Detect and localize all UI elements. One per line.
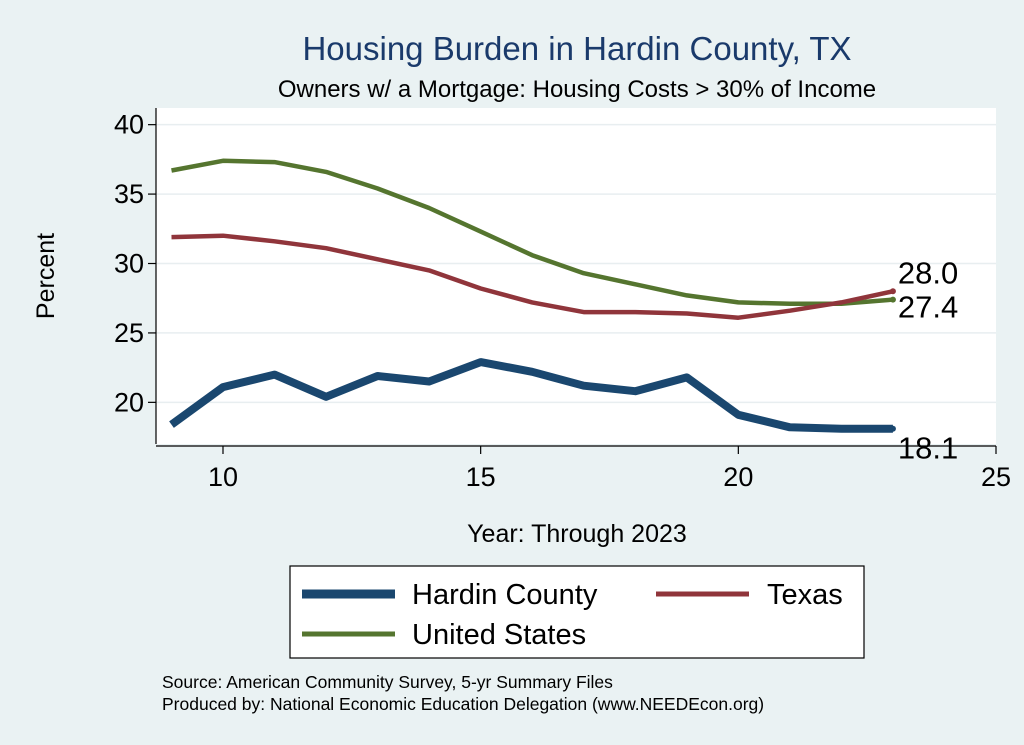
x-tick-label-20: 20 [723, 462, 753, 492]
y-tick-label-20: 20 [114, 387, 144, 417]
x-axis: 10 15 20 25 [156, 445, 1011, 492]
series-end-point-texas [889, 288, 896, 295]
legend-label-hardin-county: Hardin County [412, 579, 598, 611]
x-axis-label: Year: Through 2023 [467, 520, 687, 548]
series-end-point-united-states [889, 296, 896, 303]
series-line-texas [171, 233, 894, 320]
legend: Hardin County Texas United States [289, 565, 865, 659]
y-axis-label: Percent [32, 233, 60, 319]
y-tick-label-35: 35 [114, 179, 144, 209]
series-end-point-hardin-county [889, 425, 896, 432]
end-value-label-united-states: 27.4 [898, 290, 958, 325]
chart-title: Housing Burden in Hardin County, TX [302, 30, 851, 67]
series-layer [169, 158, 896, 433]
series-line-hardin-county [169, 358, 893, 433]
end-value-label-texas: 28.0 [898, 255, 958, 290]
source-note: Source: American Community Survey, 5-yr … [162, 672, 613, 692]
end-value-label-hardin-county: 18.1 [898, 431, 958, 466]
plot-area [156, 108, 996, 444]
legend-label-texas: Texas [767, 579, 843, 611]
y-tick-label-30: 30 [114, 249, 144, 279]
x-tick-label-25: 25 [981, 462, 1011, 492]
series-line-united-states [171, 158, 894, 307]
y-tick-label-25: 25 [114, 318, 144, 348]
x-tick-label-10: 10 [208, 462, 238, 492]
legend-box [289, 565, 865, 659]
y-tick-label-40: 40 [114, 110, 144, 140]
producer-note: Produced by: National Economic Education… [162, 694, 764, 714]
legend-label-united-states: United States [412, 619, 586, 651]
chart-subtitle: Owners w/ a Mortgage: Housing Costs > 30… [278, 76, 876, 103]
end-labels: 18.1 28.027.4 [898, 255, 958, 465]
y-axis: 20 25 30 35 40 [114, 108, 157, 444]
x-tick-label-15: 15 [466, 462, 496, 492]
grid-lines [156, 123, 996, 404]
